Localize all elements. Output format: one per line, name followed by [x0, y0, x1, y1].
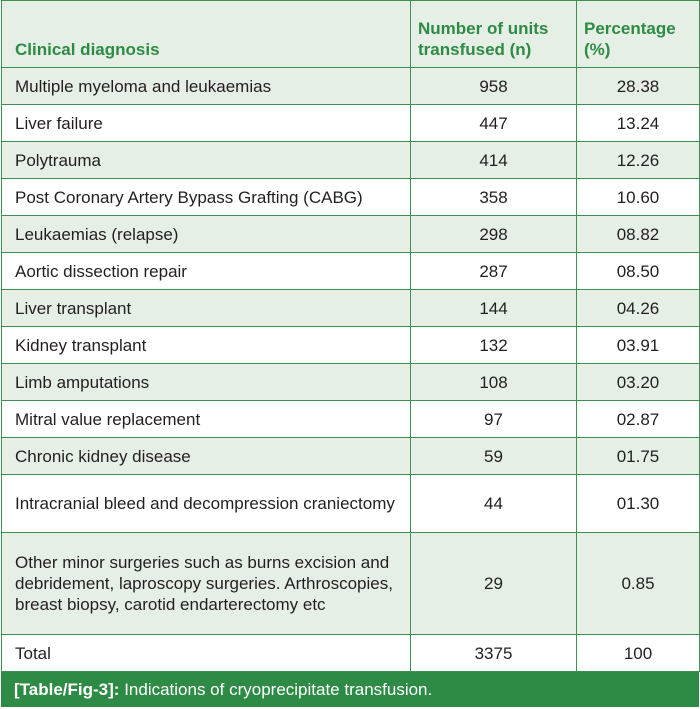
cell-diagnosis: Limb amputations	[1, 363, 411, 401]
cell-percentage: 28.38	[576, 67, 700, 105]
cell-units: 414	[410, 141, 577, 179]
header-clinical-diagnosis: Clinical diagnosis	[1, 0, 411, 68]
cell-units: 358	[410, 178, 577, 216]
cell-diagnosis: Liver transplant	[1, 289, 411, 327]
cell-units: 97	[410, 400, 577, 438]
cell-percentage: 03.91	[576, 326, 700, 364]
cell-units: 29	[410, 532, 577, 635]
cell-units: 108	[410, 363, 577, 401]
table-row: Multiple myeloma and leukaemias 958 28.3…	[1, 67, 700, 105]
cell-units: 958	[410, 67, 577, 105]
cell-diagnosis: Multiple myeloma and leukaemias	[1, 67, 411, 105]
cell-diagnosis: Post Coronary Artery Bypass Grafting (CA…	[1, 178, 411, 216]
cell-units: 59	[410, 437, 577, 475]
cell-total-label: Total	[1, 634, 411, 672]
cell-units: 44	[410, 474, 577, 533]
cell-units: 144	[410, 289, 577, 327]
cell-diagnosis: Polytrauma	[1, 141, 411, 179]
table-row: Post Coronary Artery Bypass Grafting (CA…	[1, 178, 700, 216]
cell-diagnosis: Other minor surgeries such as burns exci…	[1, 532, 411, 635]
cell-diagnosis: Mitral value replacement	[1, 400, 411, 438]
table-row: Limb amputations 108 03.20	[1, 363, 700, 401]
cell-total-units: 3375	[410, 634, 577, 672]
cell-percentage: 03.20	[576, 363, 700, 401]
header-percentage: Percentage (%)	[576, 0, 700, 68]
table-row: Aortic dissection repair 287 08.50	[1, 252, 700, 290]
data-table: Clinical diagnosis Number of units trans…	[1, 0, 700, 672]
cell-diagnosis: Liver failure	[1, 104, 411, 142]
cell-diagnosis: Chronic kidney disease	[1, 437, 411, 475]
total-row: Total 3375 100	[1, 634, 700, 672]
header-units-transfused: Number of units transfused (n)	[410, 0, 577, 68]
table-row: Polytrauma 414 12.26	[1, 141, 700, 179]
cell-diagnosis: Intracranial bleed and decompression cra…	[1, 474, 411, 533]
table-row: Liver transplant 144 04.26	[1, 289, 700, 327]
cell-units: 287	[410, 252, 577, 290]
table-row: Kidney transplant 132 03.91	[1, 326, 700, 364]
table-row: Intracranial bleed and decompression cra…	[1, 474, 700, 533]
table-row: Liver failure 447 13.24	[1, 104, 700, 142]
cell-units: 132	[410, 326, 577, 364]
cell-diagnosis: Aortic dissection repair	[1, 252, 411, 290]
cell-units: 447	[410, 104, 577, 142]
cell-percentage: 08.50	[576, 252, 700, 290]
table-row: Other minor surgeries such as burns exci…	[1, 532, 700, 635]
cell-diagnosis: Leukaemias (relapse)	[1, 215, 411, 253]
cell-total-percentage: 100	[576, 634, 700, 672]
figure-caption: [Table/Fig-3]: Indications of cryoprecip…	[1, 672, 699, 707]
cell-percentage: 02.87	[576, 400, 700, 438]
cell-percentage: 04.26	[576, 289, 700, 327]
caption-label: [Table/Fig-3]:	[14, 680, 120, 699]
header-row: Clinical diagnosis Number of units trans…	[1, 0, 700, 68]
table-row: Mitral value replacement 97 02.87	[1, 400, 700, 438]
table-row: Leukaemias (relapse) 298 08.82	[1, 215, 700, 253]
cell-percentage: 10.60	[576, 178, 700, 216]
cell-units: 298	[410, 215, 577, 253]
cell-percentage: 13.24	[576, 104, 700, 142]
cell-percentage: 01.30	[576, 474, 700, 533]
cell-percentage: 01.75	[576, 437, 700, 475]
caption-text: Indications of cryoprecipitate transfusi…	[124, 680, 433, 699]
cell-diagnosis: Kidney transplant	[1, 326, 411, 364]
cell-percentage: 08.82	[576, 215, 700, 253]
table-row: Chronic kidney disease 59 01.75	[1, 437, 700, 475]
cell-percentage: 12.26	[576, 141, 700, 179]
cell-percentage: 0.85	[576, 532, 700, 635]
